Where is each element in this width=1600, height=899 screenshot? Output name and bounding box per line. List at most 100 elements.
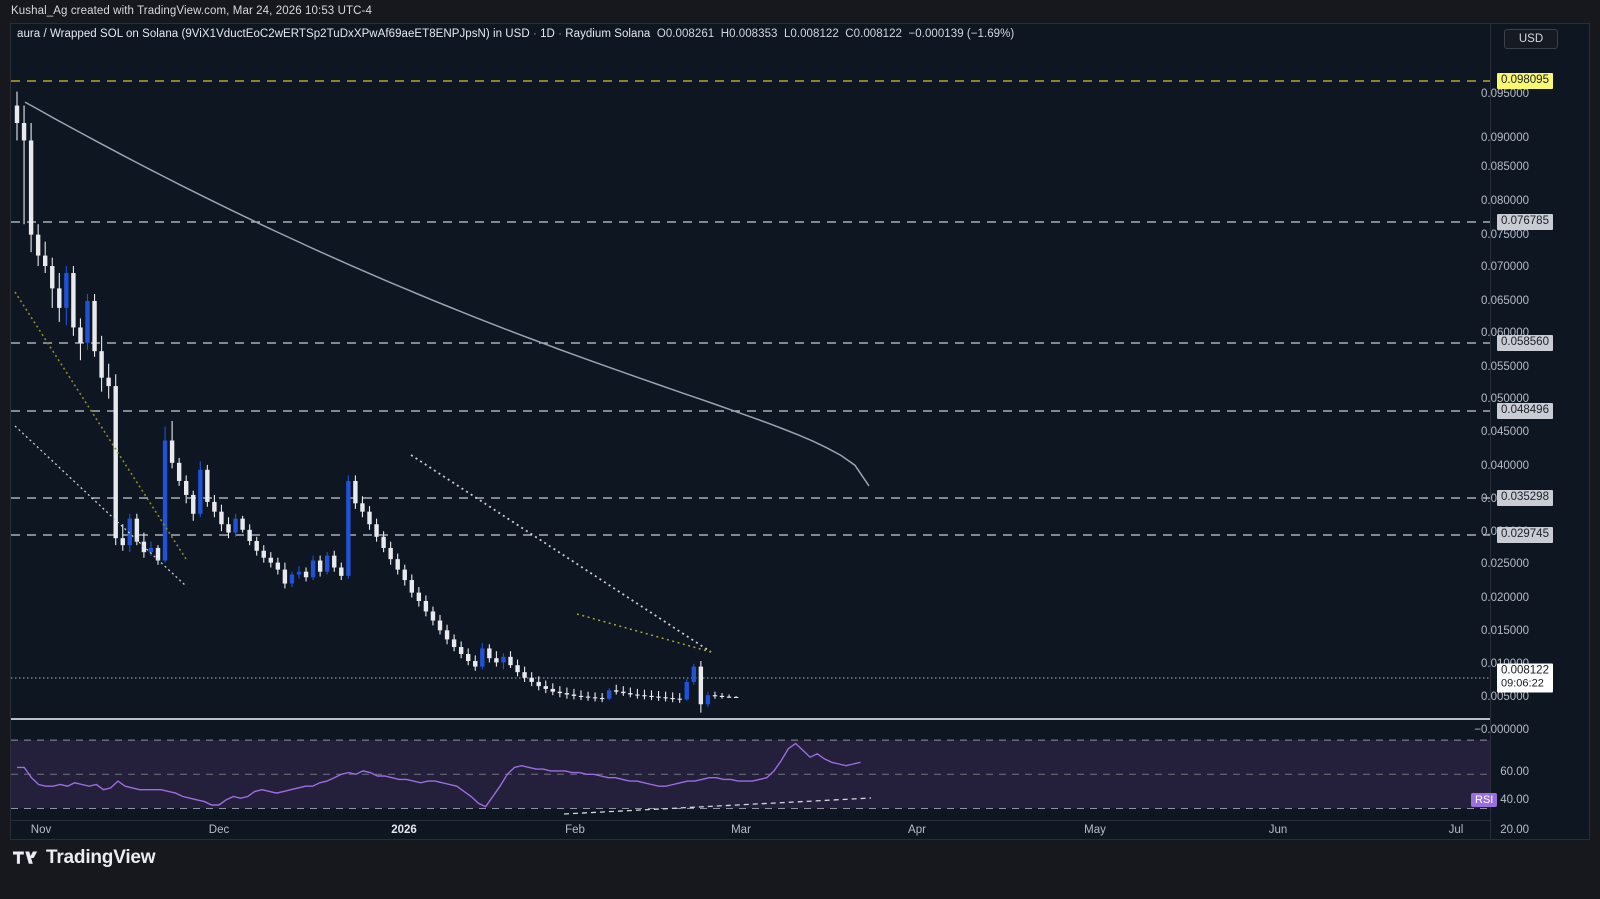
candle-body	[148, 547, 154, 553]
candle-body	[564, 693, 570, 695]
candle-body	[14, 105, 20, 123]
candle-body	[35, 234, 41, 256]
candle-body	[698, 666, 704, 705]
date-tick-label: Jun	[1268, 824, 1288, 836]
candle-body	[219, 511, 224, 525]
candle-body	[120, 538, 125, 546]
candle-body	[628, 693, 633, 695]
support-trendline-olive[interactable]	[576, 613, 712, 653]
legend-symbol[interactable]: aura / Wrapped SOL on Solana (9ViX1Vduct…	[17, 28, 530, 40]
candle-body	[670, 697, 675, 700]
candle-body	[367, 511, 372, 525]
candle-body	[99, 351, 104, 378]
price-plot	[11, 80, 1490, 713]
price-tick-label: −0.000000	[1474, 724, 1529, 736]
candle-body	[621, 691, 626, 694]
rsi-pane[interactable]	[11, 720, 1490, 820]
candle-body	[416, 592, 422, 601]
bar-countdown: 09:06:22	[1501, 677, 1544, 690]
price-tick-label: 0.075000	[1481, 229, 1529, 241]
descending-trendline-white[interactable]	[14, 425, 187, 587]
candle-body	[78, 327, 83, 343]
candle-body	[282, 569, 288, 584]
candle-body	[642, 695, 647, 697]
candle-body	[402, 569, 407, 581]
attribution-text: Kushal_Ag created with TradingView.com, …	[0, 0, 1600, 22]
candle-body	[543, 686, 548, 689]
rsi-trendline[interactable]	[563, 797, 872, 815]
price-level-label[interactable]: 0.058560	[1497, 335, 1553, 351]
candle-body	[71, 273, 76, 328]
candle-body	[212, 501, 217, 512]
candle-body	[501, 656, 506, 663]
price-axis[interactable]: USD 0.095000 0.090000 0.085000 0.080000 0.07…	[1471, 24, 1589, 839]
price-level-label[interactable]: 0.098095	[1497, 73, 1553, 89]
rsi-tick-label: 60.00	[1500, 766, 1529, 778]
candle-body	[346, 480, 351, 576]
date-tick-label: Nov	[30, 824, 52, 836]
candle-body	[162, 440, 168, 561]
date-tick-label: Apr	[908, 824, 926, 836]
candle-body	[155, 547, 161, 561]
candle-body	[592, 697, 598, 699]
candle-body	[205, 469, 210, 502]
candle-body	[473, 661, 478, 667]
price-tick-label: 0.090000	[1481, 132, 1529, 144]
candle-body	[599, 697, 605, 700]
candle-body	[649, 695, 654, 697]
rsi-plot	[11, 739, 1490, 815]
candle-body	[310, 560, 316, 578]
price-tick-label: 0.050000	[1481, 393, 1529, 405]
candle-body	[226, 524, 231, 533]
candle-body	[529, 677, 534, 682]
date-axis[interactable]: Nov Dec 2026 Feb Mar Apr May Jun Jul	[11, 820, 1490, 839]
price-tick-label: 0.025000	[1481, 558, 1529, 570]
price-level-label[interactable]: 0.029745	[1497, 527, 1553, 543]
resistance-trendline-dotted[interactable]	[410, 454, 712, 653]
price-tick-label: 0.055000	[1481, 361, 1529, 373]
rsi-badge[interactable]: RSI	[1471, 793, 1498, 807]
candle-body	[353, 480, 358, 504]
price-tick-label: 0.095000	[1481, 88, 1529, 100]
candle-body	[339, 567, 344, 576]
candle-body	[614, 690, 619, 692]
current-price-value: 0.008122	[1501, 664, 1549, 677]
candle-body	[726, 696, 732, 698]
candle-body	[21, 122, 27, 141]
candle-body	[261, 550, 266, 558]
price-level-label[interactable]: 0.048496	[1497, 403, 1553, 419]
price-level-label[interactable]: 0.076785	[1497, 214, 1553, 230]
rsi-tick-label: 20.00	[1500, 824, 1529, 836]
candlestick-series	[14, 91, 739, 713]
price-tick-label: 0.080000	[1481, 195, 1529, 207]
candle-body	[360, 503, 365, 512]
candle-body	[106, 377, 111, 387]
current-price-label[interactable]: 0.008122 09:06:22	[1497, 663, 1553, 693]
candle-body	[395, 559, 400, 570]
legend-high: H0.008353	[720, 28, 778, 40]
candle-body	[571, 694, 577, 696]
chart-frame: aura / Wrapped SOL on Solana (9ViX1Vduct…	[10, 23, 1590, 840]
legend-interval[interactable]: 1D	[540, 28, 555, 40]
date-tick-label: Jul	[1448, 824, 1464, 836]
candle-body	[515, 665, 520, 673]
candle-body	[332, 555, 337, 568]
descending-trendline-olive[interactable]	[14, 291, 187, 560]
candle-body	[43, 255, 48, 267]
candle-body	[508, 656, 513, 666]
candle-body	[317, 560, 323, 572]
pane-divider	[11, 718, 1589, 720]
legend-change: −0.000139 (−1.69%)	[908, 28, 1015, 40]
candle-body	[719, 695, 725, 697]
date-tick-label: May	[1084, 824, 1106, 836]
legend-exchange[interactable]: Raydium Solana	[565, 28, 651, 40]
price-pane[interactable]	[11, 24, 1490, 718]
candle-body	[466, 654, 471, 662]
date-tick-label: Mar	[731, 824, 751, 836]
candle-body	[607, 690, 612, 699]
price-tick-label: 0.070000	[1481, 261, 1529, 273]
rsi-band	[11, 740, 1490, 809]
price-level-label[interactable]: 0.035298	[1497, 490, 1553, 506]
currency-button[interactable]: USD	[1504, 29, 1558, 49]
